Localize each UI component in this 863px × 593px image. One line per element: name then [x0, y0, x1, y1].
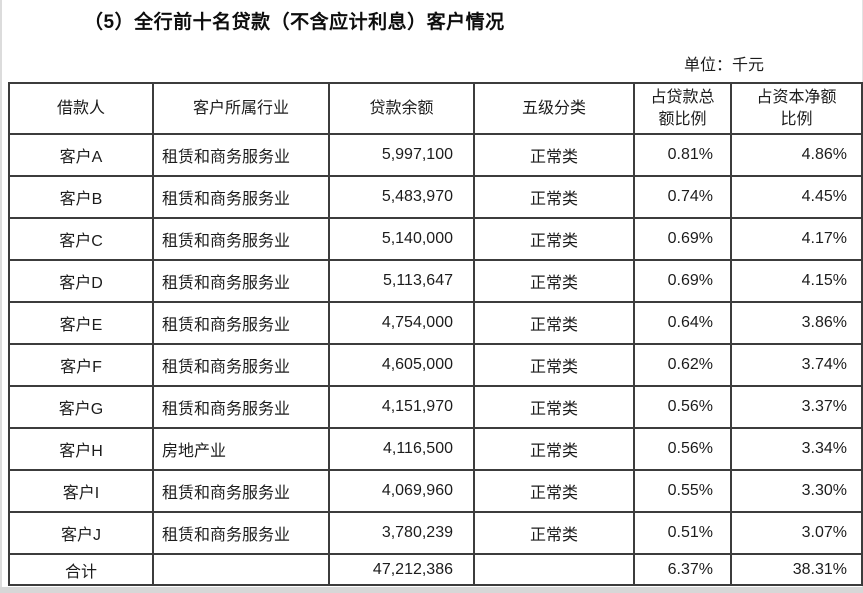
cell-balance: 4,069,960	[328, 469, 475, 513]
cell-borrower: 客户J	[8, 511, 154, 555]
top-ten-loan-customers-table: 借款人 客户所属行业 贷款余额 五级分类 占贷款总 额比例 占资本净额 比例 客…	[8, 82, 863, 586]
table-row: 客户C 租赁和商务服务业 5,140,000 正常类 0.69% 4.17%	[8, 217, 863, 261]
table-row: 客户F 租赁和商务服务业 4,605,000 正常类 0.62% 3.74%	[8, 343, 863, 387]
header-borrower: 借款人	[8, 82, 154, 135]
cell-pct-net-capital: 4.17%	[730, 217, 863, 261]
cell-pct-net-capital: 3.86%	[730, 301, 863, 345]
cell-industry: 租赁和商务服务业	[152, 343, 330, 387]
header-pct-total-loans: 占贷款总 额比例	[633, 82, 732, 135]
cell-borrower: 客户B	[8, 175, 154, 219]
table-row: 客户B 租赁和商务服务业 5,483,970 正常类 0.74% 4.45%	[8, 175, 863, 219]
cell-classification: 正常类	[473, 133, 635, 177]
cell-industry: 租赁和商务服务业	[152, 217, 330, 261]
cell-balance: 47,212,386	[328, 553, 475, 586]
cell-pct-total-loans: 0.64%	[633, 301, 732, 345]
cell-classification	[473, 553, 635, 586]
cell-balance: 5,140,000	[328, 217, 475, 261]
cell-classification: 正常类	[473, 469, 635, 513]
cell-borrower: 客户E	[8, 301, 154, 345]
cell-classification: 正常类	[473, 343, 635, 387]
table-header-row: 借款人 客户所属行业 贷款余额 五级分类 占贷款总 额比例 占资本净额 比例	[8, 82, 863, 135]
cell-industry	[152, 553, 330, 586]
cell-balance: 4,605,000	[328, 343, 475, 387]
table-row: 客户E 租赁和商务服务业 4,754,000 正常类 0.64% 3.86%	[8, 301, 863, 345]
cell-pct-total-loans: 0.69%	[633, 217, 732, 261]
cell-borrower: 客户I	[8, 469, 154, 513]
cell-pct-net-capital: 3.74%	[730, 343, 863, 387]
cell-balance: 5,483,970	[328, 175, 475, 219]
cell-classification: 正常类	[473, 259, 635, 303]
cell-industry: 租赁和商务服务业	[152, 133, 330, 177]
cell-balance: 5,113,647	[328, 259, 475, 303]
cell-classification: 正常类	[473, 385, 635, 429]
cell-pct-net-capital: 3.37%	[730, 385, 863, 429]
cell-pct-total-loans: 0.51%	[633, 511, 732, 555]
cell-pct-net-capital: 38.31%	[730, 553, 863, 586]
cell-borrower: 客户C	[8, 217, 154, 261]
cell-pct-total-loans: 0.81%	[633, 133, 732, 177]
cell-industry: 租赁和商务服务业	[152, 301, 330, 345]
table-row: 客户A 租赁和商务服务业 5,997,100 正常类 0.81% 4.86%	[8, 133, 863, 177]
cell-classification: 正常类	[473, 427, 635, 471]
cell-pct-total-loans: 0.74%	[633, 175, 732, 219]
cell-balance: 4,754,000	[328, 301, 475, 345]
cell-pct-net-capital: 3.34%	[730, 427, 863, 471]
cell-borrower: 客户G	[8, 385, 154, 429]
header-balance: 贷款余额	[328, 82, 475, 135]
cell-industry: 房地产业	[152, 427, 330, 471]
header-classification: 五级分类	[473, 82, 635, 135]
page-edge-left	[0, 0, 2, 593]
cell-classification: 正常类	[473, 217, 635, 261]
cell-pct-total-loans: 0.55%	[633, 469, 732, 513]
cell-borrower: 客户D	[8, 259, 154, 303]
cell-pct-net-capital: 4.86%	[730, 133, 863, 177]
cell-pct-total-loans: 0.69%	[633, 259, 732, 303]
table-row: 客户H 房地产业 4,116,500 正常类 0.56% 3.34%	[8, 427, 863, 471]
page-edge-bottom	[0, 587, 863, 593]
cell-total-label: 合计	[8, 553, 154, 586]
cell-industry: 租赁和商务服务业	[152, 511, 330, 555]
unit-label: 单位：千元	[684, 57, 765, 74]
cell-pct-net-capital: 4.45%	[730, 175, 863, 219]
cell-pct-total-loans: 6.37%	[633, 553, 732, 586]
cell-classification: 正常类	[473, 301, 635, 345]
cell-classification: 正常类	[473, 175, 635, 219]
cell-balance: 4,151,970	[328, 385, 475, 429]
cell-industry: 租赁和商务服务业	[152, 469, 330, 513]
cell-borrower: 客户H	[8, 427, 154, 471]
cell-industry: 租赁和商务服务业	[152, 259, 330, 303]
cell-borrower: 客户A	[8, 133, 154, 177]
cell-pct-total-loans: 0.56%	[633, 385, 732, 429]
cell-pct-total-loans: 0.56%	[633, 427, 732, 471]
header-pct-net-capital: 占资本净额 比例	[730, 82, 863, 135]
cell-industry: 租赁和商务服务业	[152, 385, 330, 429]
cell-balance: 5,997,100	[328, 133, 475, 177]
cell-balance: 4,116,500	[328, 427, 475, 471]
cell-pct-net-capital: 4.15%	[730, 259, 863, 303]
cell-balance: 3,780,239	[328, 511, 475, 555]
total-row: 合计 47,212,386 6.37% 38.31%	[8, 553, 863, 586]
cell-pct-net-capital: 3.30%	[730, 469, 863, 513]
table-row: 客户G 租赁和商务服务业 4,151,970 正常类 0.56% 3.37%	[8, 385, 863, 429]
section-title: （5）全行前十名贷款（不含应计利息）客户情况	[84, 12, 505, 33]
table-row: 客户I 租赁和商务服务业 4,069,960 正常类 0.55% 3.30%	[8, 469, 863, 513]
cell-industry: 租赁和商务服务业	[152, 175, 330, 219]
cell-pct-total-loans: 0.62%	[633, 343, 732, 387]
table-row: 客户J 租赁和商务服务业 3,780,239 正常类 0.51% 3.07%	[8, 511, 863, 555]
header-industry: 客户所属行业	[152, 82, 330, 135]
table-row: 客户D 租赁和商务服务业 5,113,647 正常类 0.69% 4.15%	[8, 259, 863, 303]
cell-classification: 正常类	[473, 511, 635, 555]
cell-borrower: 客户F	[8, 343, 154, 387]
cell-pct-net-capital: 3.07%	[730, 511, 863, 555]
